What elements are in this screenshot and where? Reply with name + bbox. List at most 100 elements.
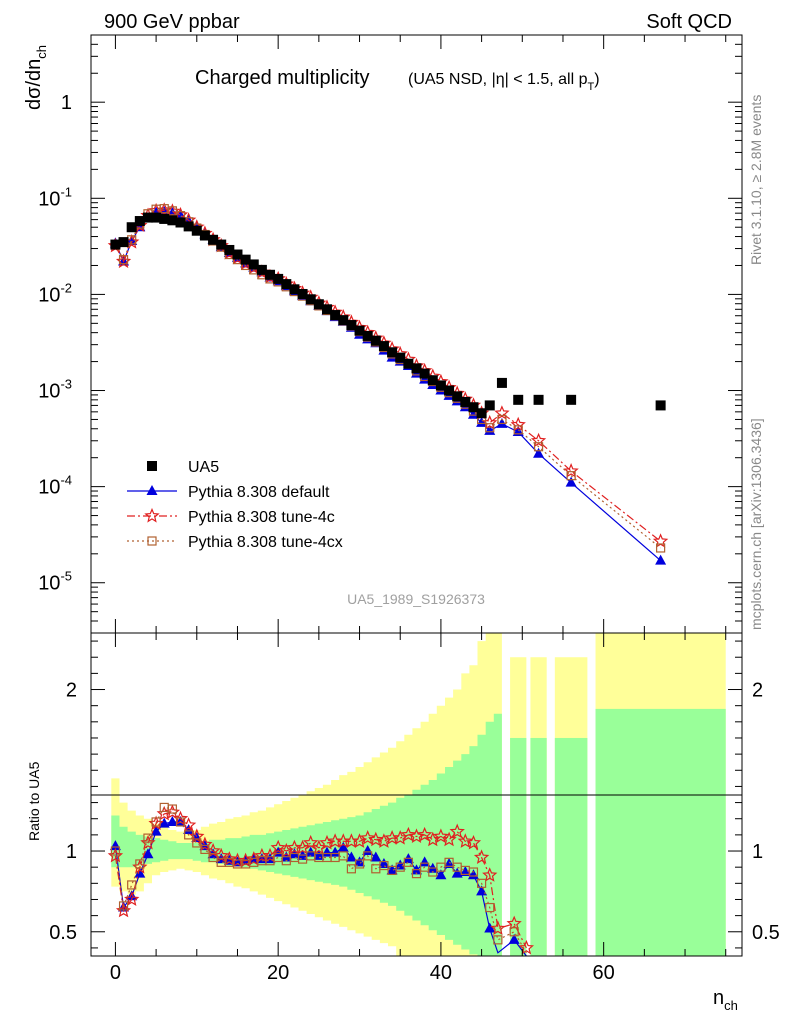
ratio-point-pythia-8-308-default [329,846,341,857]
ratio-point-pythia-8-308-tune-4cx [485,902,495,913]
data-point-ua5 [289,284,300,295]
legend-marker-ua5 [147,461,157,471]
chart-title: Charged multiplicity [195,67,370,89]
ratio-point-pythia-8-308-default [386,864,398,875]
ratio-point-pythia-8-308-tune-4cx [468,867,479,877]
y-tick-label: 10-3 [38,377,72,403]
ratio-y-tick-label-right: 0.5 [752,922,780,944]
ratio-point-pythia-8-308-tune-4cx [135,859,145,869]
data-point-ua5 [232,249,243,260]
ratio-point-pythia-8-308-tune-4c [368,831,384,847]
data-point-pythia-8-308-default [467,408,479,419]
ratio-point-pythia-8-308-tune-4c [449,823,465,839]
ratio-point-pythia-8-308-default [354,856,366,867]
y-tick-label: 10-4 [38,473,72,499]
ratio-band-green-segment [554,737,588,956]
ratio-point-pythia-8-308-tune-4cx [184,830,194,840]
ratio-point-pythia-8-308-default [345,851,357,862]
ratio-point-pythia-8-308-tune-4cx [509,927,519,937]
ratio-band-green-segment [530,737,547,956]
ratio-point-pythia-8-308-default [435,869,447,880]
legend-label-pythia-8-308-default: Pythia 8.308 default [188,484,330,501]
ratio-point-pythia-8-308-tune-4c [132,859,148,874]
data-point-ua5 [460,396,471,407]
chart-title-main: Charged multiplicity [195,67,370,89]
ratio-point-pythia-8-308-default [419,856,431,867]
ratio-point-pythia-8-308-tune-4c [107,847,124,863]
ratio-band-green-segment [595,708,726,956]
ratio-band-green-segment [510,737,527,956]
data-point-ua5 [191,225,202,236]
data-point-ua5 [346,320,357,331]
chart-title-suffix-text: (UA5 NSD, |η| < 1.5, all p [408,71,588,88]
ratio-point-pythia-8-308-default [459,866,471,877]
data-point-ua5 [354,325,365,336]
ratio-y-tick-label-left: 1 [66,841,77,863]
data-point-ua5 [297,288,308,299]
data-point-ua5 [419,368,430,379]
data-point-ua5 [513,394,524,405]
data-point-ua5 [313,299,324,310]
data-point-ua5 [305,294,316,305]
data-point-pythia-8-308-tune-4c [494,405,510,420]
ratio-point-pythia-8-308-default [508,933,520,944]
x-axis-label: nch [713,987,738,1013]
ratio-plot-marks [107,802,535,957]
data-point-ua5 [330,310,341,321]
legend-label-ua5: UA5 [188,459,219,476]
y-axis-label-main-text: dσ/dn [23,59,45,110]
ratio-point-pythia-8-308-tune-4cx [192,838,202,848]
data-point-ua5 [240,254,251,265]
data-point-ua5 [159,213,170,224]
y-tick-label: 10-5 [38,569,72,595]
rivet-label: Rivet 3.1.10, ≥ 2.8M events [748,95,764,265]
data-point-ua5 [370,335,381,346]
ratio-point-pythia-8-308-tune-4cx [428,867,438,877]
y-axis-label-main: dσ/dnch [23,45,49,110]
ratio-point-pythia-8-308-tune-4cx [110,846,121,856]
ratio-point-pythia-8-308-default [370,851,382,862]
data-point-pythia-8-308-tune-4cx [485,423,495,433]
y-tick-label: 10-2 [38,280,72,306]
ratio-point-pythia-8-308-tune-4cx [493,935,503,945]
data-point-ua5 [468,402,479,413]
ratio-point-pythia-8-308-default [394,859,406,870]
data-point-ua5 [265,269,276,280]
ratio-point-pythia-8-308-tune-4c [473,849,490,864]
legend-marker-pythia-8-308-tune-4c [144,507,160,523]
x-tick-label: 40 [430,962,452,984]
ratio-point-pythia-8-308-tune-4c [482,867,498,882]
ratio-point-pythia-8-308-tune-4c [360,830,376,845]
ratio-point-pythia-8-308-default [362,845,374,856]
data-point-ua5 [362,330,373,341]
data-point-ua5 [151,212,162,223]
data-point-ua5 [566,394,577,405]
x-tick-label: 60 [593,962,615,984]
data-point-ua5 [496,377,507,388]
data-point-pythia-8-308-tune-4c [530,432,547,448]
data-point-ua5 [199,230,210,241]
ratio-point-pythia-8-308-tune-4cx [363,851,373,861]
data-point-ua5 [444,385,455,396]
data-point-ua5 [273,273,284,284]
data-point-ua5 [281,279,292,290]
chart-title-suffix: (UA5 NSD, |η| < 1.5, all pT) [408,71,600,93]
data-point-pythia-8-308-default [533,447,545,458]
ratio-y-tick-label-right: 1 [752,841,763,863]
data-point-ua5 [126,222,137,233]
ratio-point-pythia-8-308-tune-4c [465,834,482,850]
data-point-ua5 [655,400,666,411]
data-point-pythia-8-308-tune-4cx [513,425,523,435]
data-point-pythia-8-308-default [476,416,488,427]
legend-marker-pythia-8-308-tune-4cx [147,536,157,546]
ratio-point-pythia-8-308-default [378,857,390,868]
main-panel: 10-5 10-4 10-3 10-2 10-1 1 [38,34,743,634]
data-point-pythia-8-308-tune-4cx [167,206,177,216]
ratio-point-pythia-8-308-tune-4cx [200,844,210,855]
ratio-point-pythia-8-308-tune-4c [270,839,286,855]
ratio-point-pythia-8-308-tune-4c [506,915,522,931]
data-point-ua5 [321,304,332,315]
data-point-ua5 [134,216,145,227]
chart-title-suffix-sub: T [588,81,595,93]
